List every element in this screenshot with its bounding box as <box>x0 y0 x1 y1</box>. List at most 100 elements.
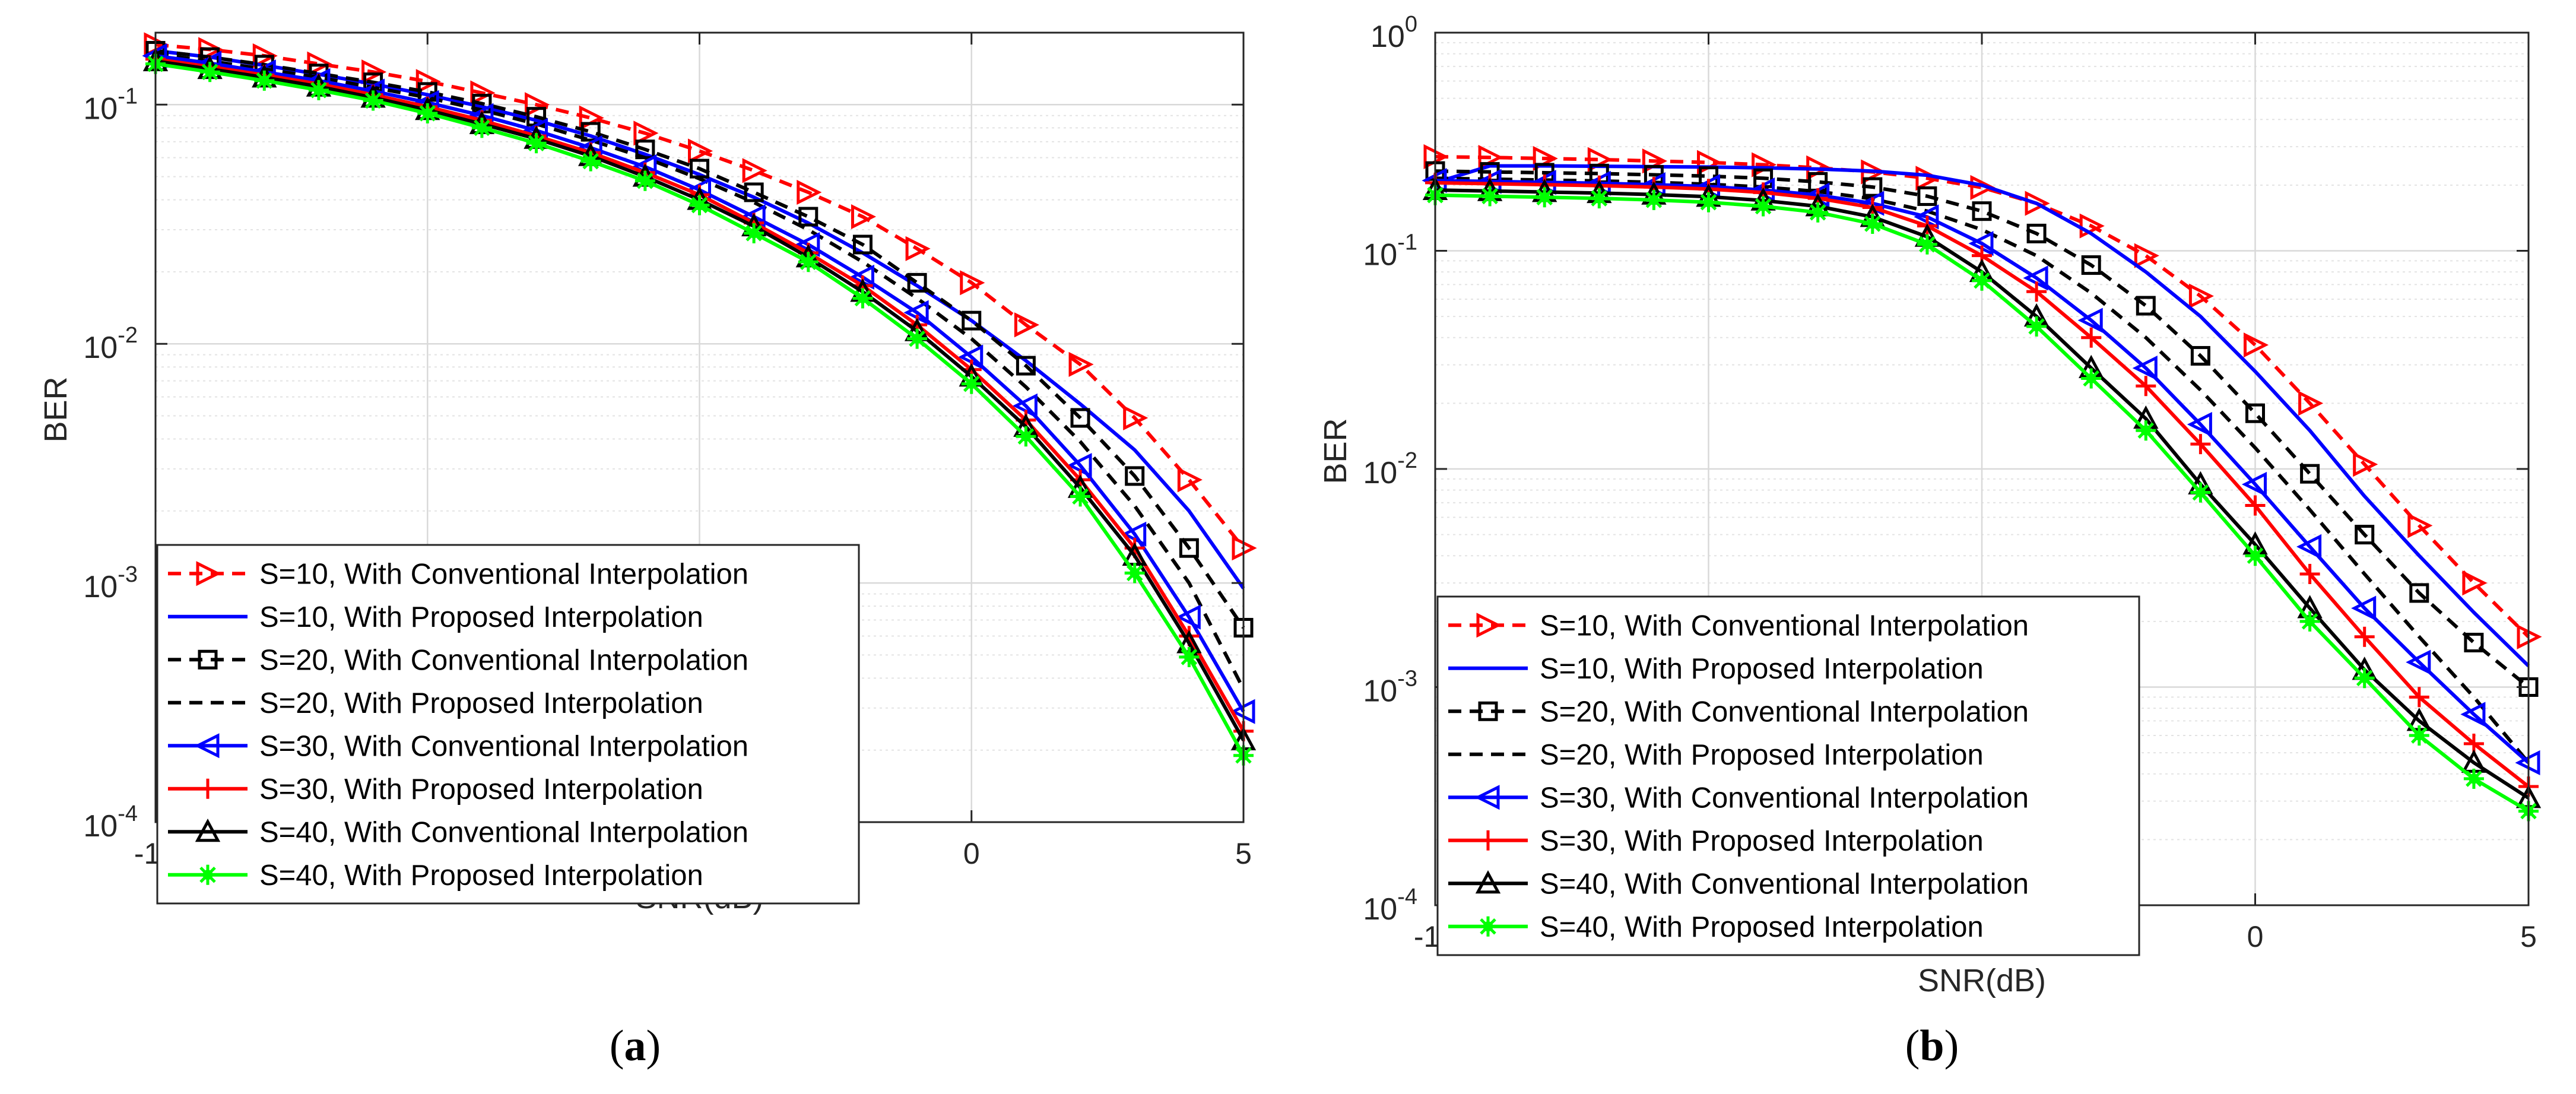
marker-star-core <box>1483 921 1493 932</box>
x-tick-label: 0 <box>963 837 980 870</box>
legend-item: S=40, With Proposed Interpolation <box>1448 911 1984 943</box>
marker-star-core <box>803 256 814 267</box>
marker-star-core <box>2469 773 2479 784</box>
marker-triangle-right <box>415 69 441 94</box>
marker-plus <box>2245 495 2266 516</box>
marker-star <box>1016 426 1036 447</box>
marker-star-core <box>1020 431 1031 442</box>
marker-plus <box>2026 281 2047 302</box>
marker-triangle-left <box>2351 595 2377 621</box>
marker-triangle-right <box>1177 467 1203 493</box>
marker-star-core <box>2414 730 2425 741</box>
y-tick-label: 10-2 <box>1363 448 1417 490</box>
series-line <box>1435 164 2530 668</box>
marker-star <box>1124 563 1145 584</box>
marker-star-core <box>205 66 215 77</box>
legend-label: S=40, With Conventional Interpolation <box>259 816 748 848</box>
marker-star <box>363 90 383 111</box>
marker-square <box>2026 223 2047 243</box>
series-group <box>142 32 1257 766</box>
marker-triangle-left <box>1175 604 1201 630</box>
legend-item: S=30, With Conventional Interpolation <box>1448 782 2029 814</box>
marker-star <box>798 252 819 272</box>
marker-triangle-right <box>2025 191 2050 216</box>
marker-star-core <box>477 122 487 133</box>
marker-triangle-right <box>2244 332 2269 358</box>
marker-star-core <box>2086 373 2096 383</box>
caption-a-open: ( <box>609 1022 624 1070</box>
marker-square <box>798 207 819 227</box>
legend-box <box>1436 595 2140 956</box>
marker-plus <box>2081 327 2102 348</box>
marker-star-core <box>2305 616 2315 627</box>
caption-a-close: ) <box>646 1022 661 1070</box>
marker-triangle-left <box>2241 471 2267 497</box>
marker-star <box>2409 725 2429 746</box>
marker-triangle-left <box>2187 411 2212 437</box>
marker-star <box>2136 420 2156 441</box>
marker-star <box>1644 189 1664 210</box>
y-tick-label: 10-3 <box>83 562 138 604</box>
marker-star <box>1480 186 1500 207</box>
marker-square <box>2190 345 2210 366</box>
marker-star <box>1698 192 1719 213</box>
marker-star <box>526 133 547 154</box>
marker-square <box>2409 583 2429 603</box>
marker-square <box>2355 525 2375 545</box>
marker-star <box>2190 482 2211 503</box>
marker-star <box>1753 196 1774 217</box>
marker-star-core <box>1703 197 1714 208</box>
marker-triangle-right <box>198 37 224 62</box>
series-4 <box>155 52 1245 690</box>
marker-plus <box>2354 626 2375 647</box>
marker-star <box>961 373 982 394</box>
legend-item: S=40, With Proposed Interpolation <box>168 860 703 892</box>
marker-square <box>2081 255 2101 275</box>
marker-star <box>254 70 275 91</box>
y-tick-label: 100 <box>1371 12 1417 54</box>
marker-star-core <box>912 334 922 344</box>
marker-square <box>1917 186 1937 206</box>
legend-label: S=20, With Conventional Interpolation <box>1540 696 2029 728</box>
marker-triangle-right <box>1476 613 1502 638</box>
marker-star-core <box>1867 218 1878 229</box>
marker-star-core <box>1758 201 1769 211</box>
marker-star <box>1862 213 1883 234</box>
marker-star <box>1972 270 1992 291</box>
marker-triangle-right <box>1123 405 1149 431</box>
legend-label: S=30, With Conventional Interpolation <box>1540 782 2029 814</box>
marker-square <box>1016 356 1036 376</box>
marker-triangle-right <box>851 204 877 230</box>
marker-star-core <box>1813 207 1823 218</box>
marker-triangle-left <box>2460 702 2486 727</box>
legend-label: S=20, With Proposed Interpolation <box>1540 739 1984 771</box>
series-1 <box>144 32 1257 561</box>
marker-star <box>580 151 601 172</box>
marker-star-core <box>640 176 651 186</box>
marker-square <box>852 234 873 255</box>
marker-star <box>199 62 220 83</box>
legend-label: S=20, With Proposed Interpolation <box>259 687 703 719</box>
y-tick-label: 10-4 <box>83 801 138 844</box>
marker-star-core <box>1648 195 1659 205</box>
caption-b: (b) <box>1873 1021 1991 1071</box>
legend-box <box>156 544 860 905</box>
marker-triangle-right <box>2462 570 2488 596</box>
legend-item: S=10, With Conventional Interpolation <box>1448 610 2029 642</box>
marker-square <box>2464 632 2484 652</box>
y-tick-label: 10-1 <box>1363 230 1417 272</box>
marker-star-core <box>2140 425 2151 436</box>
marker-star-core <box>1184 652 1194 662</box>
marker-triangle-right <box>2298 391 2324 416</box>
marker-triangle-right <box>2353 452 2378 477</box>
marker-triangle-right <box>2407 513 2433 538</box>
marker-star-core <box>1977 275 1987 286</box>
legend-item: S=30, With Proposed Interpolation <box>168 773 703 806</box>
marker-triangle-right <box>633 121 659 146</box>
marker-square <box>1478 701 1498 721</box>
caption-b-close: ) <box>1944 1022 1959 1070</box>
marker-square <box>198 649 218 670</box>
marker-triangle-right <box>470 80 496 106</box>
marker-plus <box>1478 830 1498 851</box>
